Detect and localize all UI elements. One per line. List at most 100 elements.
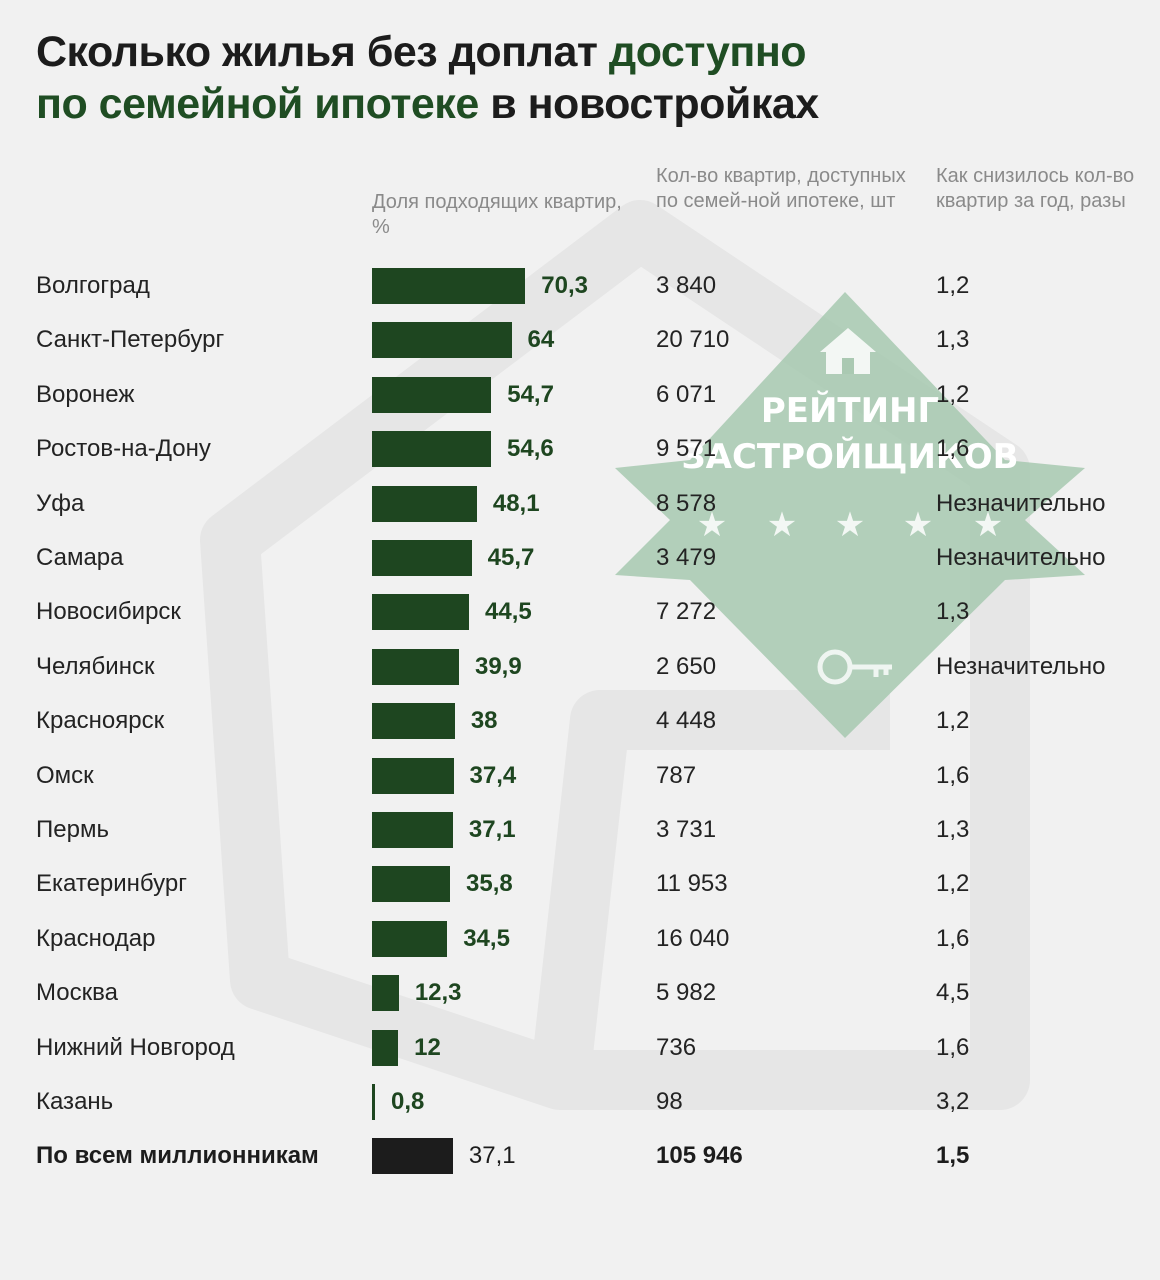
bar: [372, 757, 454, 794]
count-cell: 3 731: [656, 816, 717, 843]
city-label: Воронеж: [36, 380, 135, 408]
title-accent-1: доступно: [608, 28, 807, 76]
data-label: 45,7: [487, 544, 535, 571]
data-label: 48,1: [492, 489, 540, 517]
city-label: Краснодар: [36, 924, 156, 952]
table-row: Новосибирск 44,5 7 272 1,3: [0, 594, 1160, 648]
bar: [372, 866, 451, 903]
count-cell: 20 710: [656, 326, 730, 354]
count-cell: 11 953: [656, 870, 728, 898]
data-label: 64: [527, 326, 555, 354]
count-cell: 4 448: [656, 707, 717, 735]
count-cell: 3 479: [656, 544, 717, 571]
decline-cell: 1,3: [936, 598, 970, 626]
count-cell: 9 571: [656, 435, 717, 463]
total-row: По всем миллионникам 37,1 105 946 1,5: [0, 1138, 1160, 1192]
city-label: Волгоград: [36, 272, 150, 299]
decline-cell: 3,2: [936, 1088, 970, 1115]
table-row: Ростов-на-Дону 54,6 9 571 1,6: [0, 431, 1160, 485]
decline-cell: Незначительно: [936, 652, 1106, 680]
column-header-count: Кол-во квартир, доступных по семей-ной и…: [656, 165, 906, 212]
bar: [372, 812, 453, 848]
bar: [372, 376, 492, 413]
city-label: Москва: [36, 979, 118, 1007]
decline-cell: 4,5: [936, 979, 970, 1007]
decline-cell: 1,3: [936, 326, 970, 354]
data-label: 70,3: [541, 272, 588, 299]
city-label: Ростов-на-Дону: [36, 435, 211, 463]
page-title: Сколько жилья без доплат доступно по сем…: [36, 26, 1116, 130]
bar: [372, 431, 492, 468]
count-cell: 8 578: [656, 489, 717, 517]
count-cell: 16 040: [656, 924, 730, 952]
table-row: Уфа 48,1 8 578 Незначительно: [0, 485, 1160, 540]
city-label: Красноярск: [36, 707, 165, 735]
decline-cell: 1,2: [936, 380, 970, 408]
title-part1: Сколько жилья без доплат: [36, 28, 609, 76]
bar: [372, 1138, 453, 1175]
bar: [372, 485, 477, 522]
table-row: Санкт-Петербург 64 20 710 1,3: [0, 322, 1160, 376]
table-row: Омск 37,4 787 1,6: [0, 757, 1160, 812]
city-label: Казань: [36, 1088, 114, 1115]
table-row: Краснодар 34,5 16 040 1,6: [0, 920, 1160, 975]
count-cell: 736: [656, 1033, 697, 1061]
count-cell: 5 982: [656, 979, 717, 1007]
bar: [372, 594, 469, 631]
decline-cell: 1,6: [936, 1033, 970, 1061]
decline-cell: 1,6: [936, 435, 970, 463]
data-label: 35,8: [466, 870, 513, 898]
data-label: 0,8: [391, 1088, 425, 1115]
column-header-decline: Как снизилось кол-во квартир за год, раз…: [936, 165, 1135, 212]
decline-cell: Незначительно: [936, 544, 1106, 571]
decline-cell: 1,2: [936, 870, 970, 898]
count-cell: 105 946: [656, 1142, 743, 1170]
data-label: 37,4: [469, 761, 517, 789]
city-label: Уфа: [36, 489, 85, 517]
count-cell: 6 071: [656, 380, 717, 408]
data-label: 38: [470, 707, 498, 735]
count-cell: 7 272: [656, 598, 717, 626]
table-row: Пермь 37,1 3 731 1,3: [0, 812, 1160, 866]
table-row: Красноярск 38 4 448 1,2: [0, 703, 1160, 757]
bar: [372, 703, 455, 740]
city-label: Нижний Новгород: [36, 1033, 235, 1061]
city-label: Новосибирск: [36, 598, 181, 626]
count-cell: 787: [656, 761, 697, 789]
table-row: Москва 12,3 5 982 4,5: [0, 975, 1160, 1029]
data-label: 12: [414, 1033, 441, 1061]
title-accent-2: по семейной ипотеке: [36, 80, 479, 128]
city-label: Екатеринбург: [36, 870, 187, 898]
bar: [372, 268, 526, 304]
bar: [372, 540, 472, 576]
decline-cell: 1,2: [936, 707, 970, 735]
table-row: Казань 0,8 98 3,2: [0, 1084, 1160, 1138]
data-label: 54,6: [507, 435, 554, 463]
decline-cell: 1,6: [936, 761, 970, 789]
data-label: 37,1: [468, 816, 516, 843]
data-label: 34,5: [463, 924, 510, 952]
data-label: 44,5: [485, 598, 532, 626]
count-cell: 3 840: [656, 272, 717, 299]
bar: [372, 322, 512, 359]
data-label: 37,1: [468, 1142, 516, 1170]
city-label: Самара: [36, 544, 124, 571]
decline-cell: 1,6: [936, 924, 970, 952]
decline-cell: 1,3: [936, 816, 970, 843]
table-row: Екатеринбург 35,8 11 953 1,2: [0, 866, 1160, 920]
table-row: Челябинск 39,9 2 650 Незначительно: [0, 648, 1160, 703]
decline-cell: 1,2: [936, 272, 970, 299]
table-row: Волгоград 70,3 3 840 1,2: [0, 268, 1160, 322]
bar: [372, 1029, 399, 1066]
decline-cell: Незначительно: [936, 489, 1106, 517]
bar: [372, 648, 459, 685]
table-row: Воронеж 54,7 6 071 1,2: [0, 376, 1160, 431]
data-label: 54,7: [507, 380, 554, 408]
table-row: Нижний Новгород 12 736 1,6: [0, 1029, 1160, 1084]
decline-cell: 1,5: [936, 1142, 970, 1170]
city-label: Челябинск: [36, 652, 155, 680]
column-header-share: Доля подходящих квартир, %: [372, 191, 622, 238]
count-cell: 98: [656, 1088, 683, 1115]
data-label: 12,3: [414, 979, 462, 1007]
table-row: Самара 45,7 3 479 Незначительно: [0, 540, 1160, 594]
